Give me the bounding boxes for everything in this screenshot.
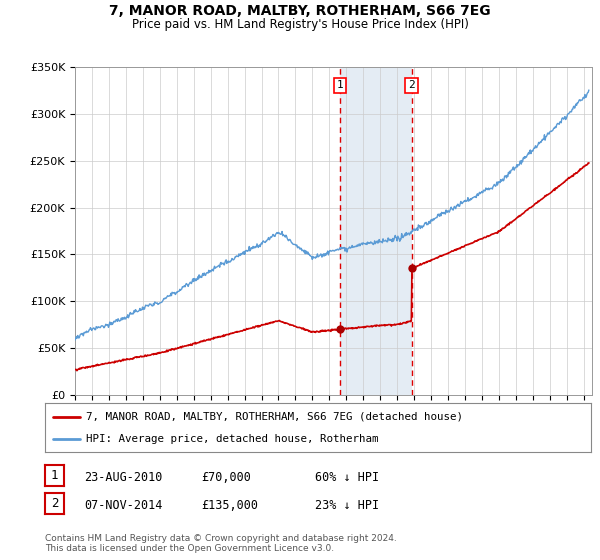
Text: 7, MANOR ROAD, MALTBY, ROTHERHAM, S66 7EG (detached house): 7, MANOR ROAD, MALTBY, ROTHERHAM, S66 7E… <box>86 412 463 422</box>
Text: 1: 1 <box>337 80 344 90</box>
Text: 2: 2 <box>51 497 58 510</box>
Text: HPI: Average price, detached house, Rotherham: HPI: Average price, detached house, Roth… <box>86 434 379 444</box>
Text: 7, MANOR ROAD, MALTBY, ROTHERHAM, S66 7EG: 7, MANOR ROAD, MALTBY, ROTHERHAM, S66 7E… <box>109 4 491 18</box>
Bar <box>340 67 412 395</box>
Text: 23-AUG-2010: 23-AUG-2010 <box>84 470 163 484</box>
Text: Price paid vs. HM Land Registry's House Price Index (HPI): Price paid vs. HM Land Registry's House … <box>131 18 469 31</box>
Text: 60% ↓ HPI: 60% ↓ HPI <box>315 470 379 484</box>
Text: Contains HM Land Registry data © Crown copyright and database right 2024.
This d: Contains HM Land Registry data © Crown c… <box>45 534 397 553</box>
Text: 07-NOV-2014: 07-NOV-2014 <box>84 498 163 512</box>
Text: 2: 2 <box>408 80 415 90</box>
Text: 1: 1 <box>51 469 58 482</box>
Text: 23% ↓ HPI: 23% ↓ HPI <box>315 498 379 512</box>
Text: £135,000: £135,000 <box>201 498 258 512</box>
Text: £70,000: £70,000 <box>201 470 251 484</box>
